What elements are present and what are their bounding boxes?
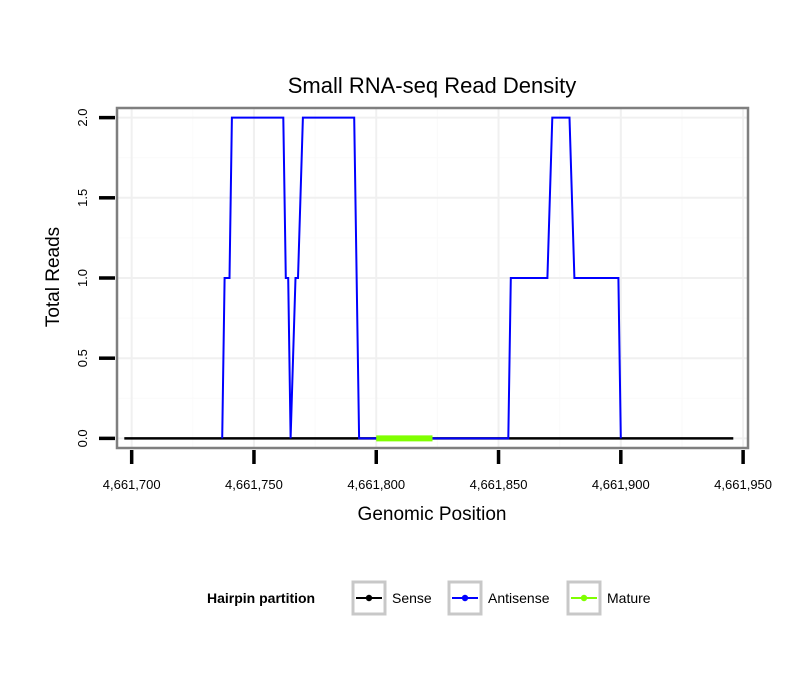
- legend-label-antisense: Antisense: [488, 590, 550, 606]
- x-axis: 4,661,700 4,661,750 4,661,800 4,661,850 4,66…: [103, 450, 772, 492]
- plot-border: [115, 106, 750, 450]
- y-tick-label-4: 2.0: [75, 109, 90, 127]
- legend-label-mature: Mature: [607, 590, 651, 606]
- x-tick-label-5: 4,661,950: [714, 477, 772, 492]
- series-layer: [124, 116, 734, 442]
- x-tick-label-1: 4,661,750: [225, 477, 283, 492]
- legend-label-sense: Sense: [392, 590, 432, 606]
- y-tick-label-3: 1.5: [75, 189, 90, 207]
- legend-point-antisense: [461, 594, 469, 602]
- x-tick-label-2: 4,661,800: [347, 477, 405, 492]
- legend-title: Hairpin partition: [207, 590, 315, 606]
- y-tick-label-0: 0.0: [75, 429, 90, 447]
- x-axis-label: Genomic Position: [358, 504, 507, 525]
- legend-point-sense: [365, 594, 373, 602]
- y-axis-label: Total Reads: [43, 227, 64, 327]
- y-axis: 0.0 0.5 1.0 1.5 2.0: [75, 109, 115, 447]
- x-tick-label-0: 4,661,700: [103, 477, 161, 492]
- x-tick-label-4: 4,661,900: [592, 477, 650, 492]
- y-tick-label-1: 0.5: [75, 349, 90, 367]
- grid: [117, 108, 748, 448]
- y-tick-label-2: 1.0: [75, 269, 90, 287]
- legend: Hairpin partition Sense Antisense Mature: [207, 580, 651, 616]
- x-tick-label-3: 4,661,850: [470, 477, 528, 492]
- chart-title: Small RNA-seq Read Density: [288, 73, 577, 98]
- series-line-antisense: [221, 116, 622, 440]
- legend-point-mature: [580, 594, 588, 602]
